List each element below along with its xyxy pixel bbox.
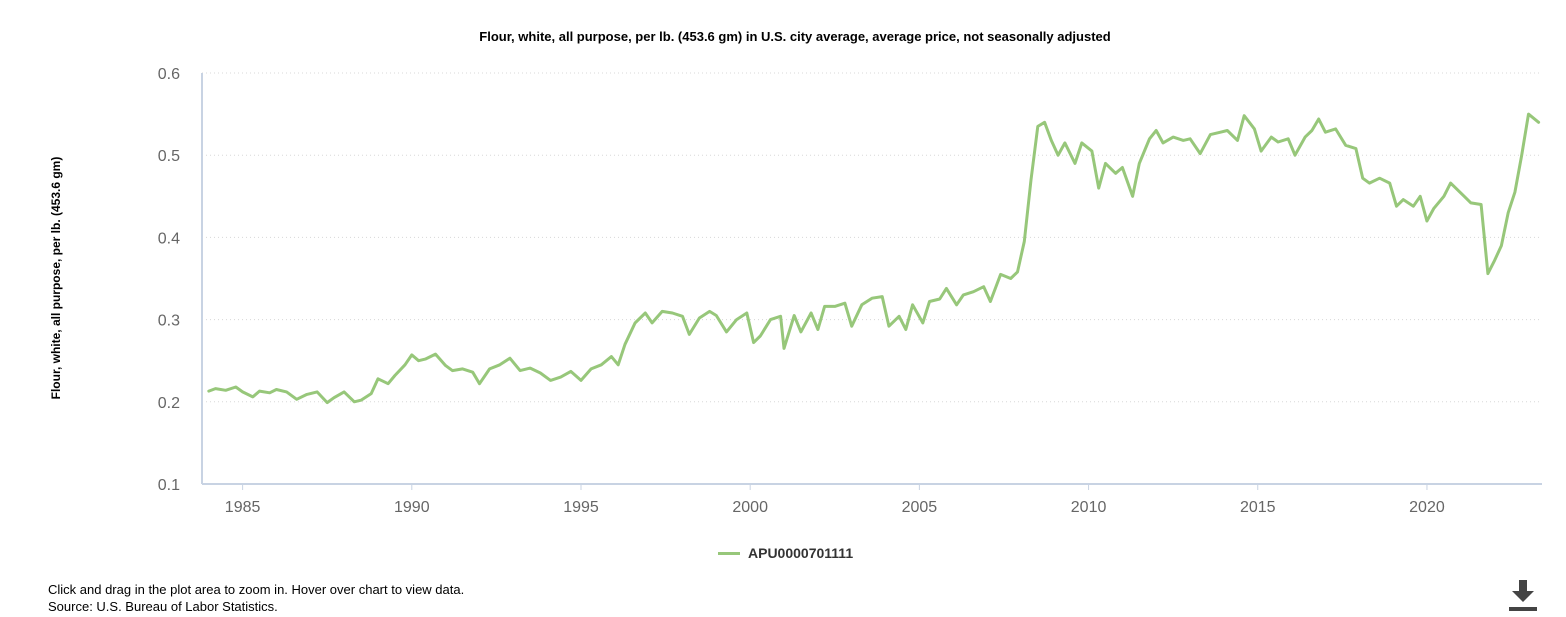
footer-instructions: Click and drag in the plot area to zoom …: [48, 582, 465, 597]
x-tick-label: 2020: [1409, 499, 1445, 516]
x-tick-label: 1985: [225, 499, 261, 516]
y-tick-label: 0.1: [158, 477, 180, 494]
x-tick-label: 2005: [902, 499, 938, 516]
y-tick-label: 0.6: [158, 66, 180, 83]
legend-swatch: [718, 551, 740, 555]
x-tick-label: 1990: [394, 499, 430, 516]
y-tick-label: 0.3: [158, 313, 180, 330]
footer-source: Source: U.S. Bureau of Labor Statistics.: [48, 599, 278, 614]
download-icon: [1509, 580, 1537, 611]
series-line[interactable]: [207, 112, 1541, 405]
download-button[interactable]: [1506, 578, 1540, 612]
x-tick-label: 2000: [732, 499, 768, 516]
y-tick-label: 0.2: [158, 395, 180, 412]
x-tick-label: 2015: [1240, 499, 1276, 516]
y-tick-label: 0.4: [158, 230, 180, 247]
chart-plot-area[interactable]: 0.1 0.2 0.3 0.4 0.5 0.6 1985 1990 1995 2000 2005 2…: [0, 0, 1566, 540]
footer: Click and drag in the plot area to zoom …: [48, 581, 464, 615]
legend[interactable]: APU0000701111: [718, 545, 853, 561]
x-tick-label: 2010: [1071, 499, 1107, 516]
legend-label: APU0000701111: [748, 545, 854, 561]
y-tick-label: 0.5: [158, 148, 180, 165]
chart-title: Flour, white, all purpose, per lb. (453.…: [479, 29, 1111, 44]
x-tick-label: 1995: [563, 499, 599, 516]
